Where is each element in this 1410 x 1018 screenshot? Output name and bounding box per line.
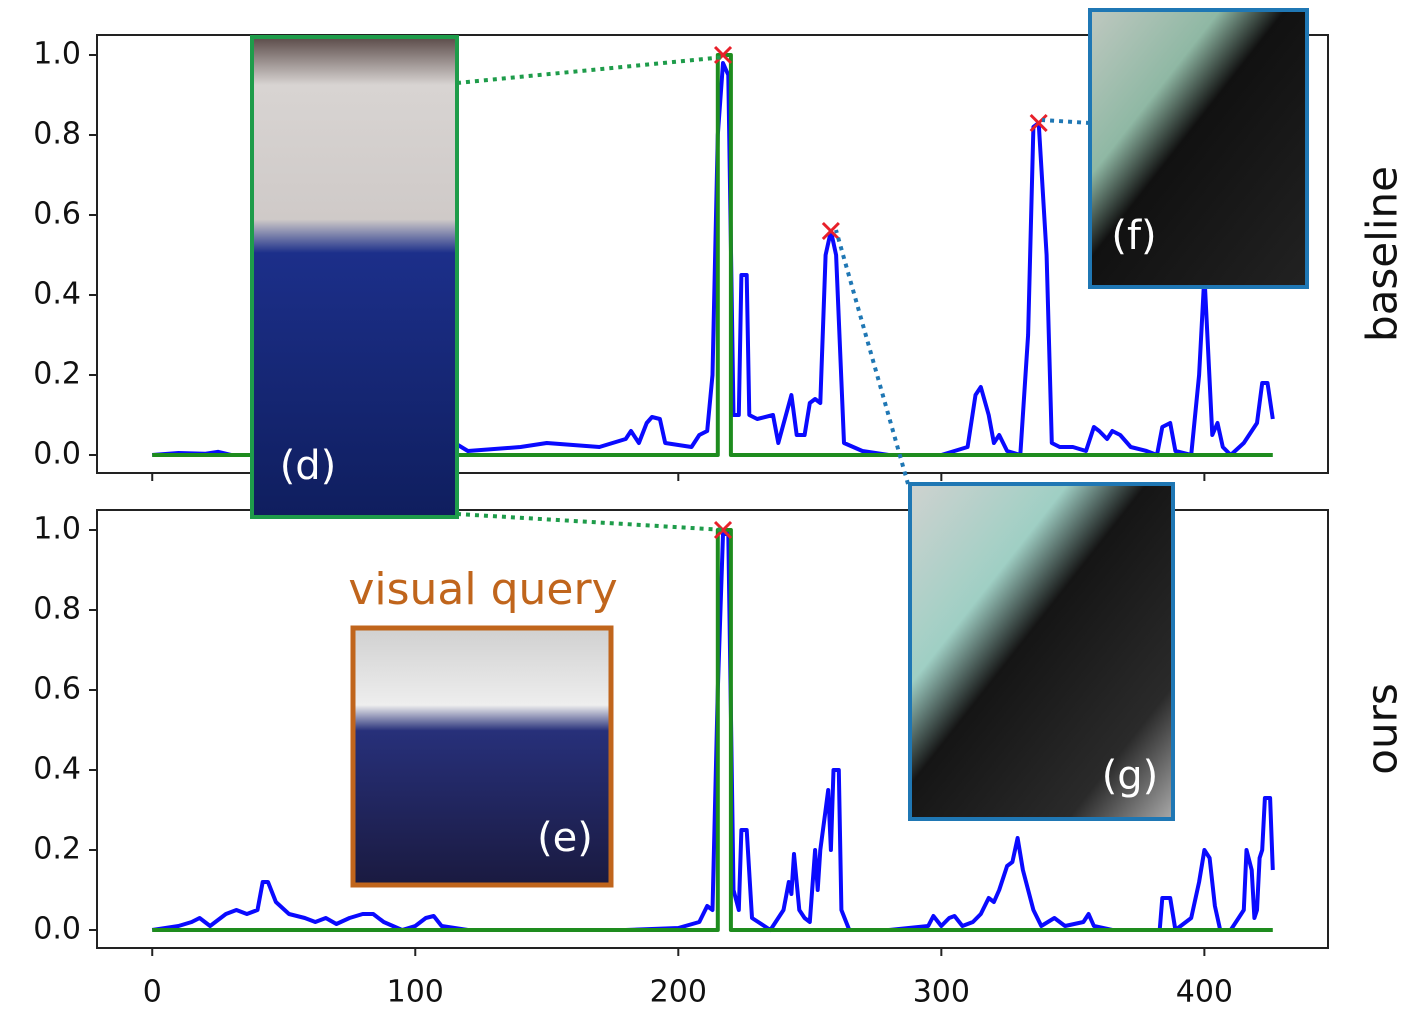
peak-marker (1029, 113, 1048, 133)
inset-label: (g) (1102, 753, 1159, 799)
inset-label: (d) (280, 443, 337, 489)
inset-d (250, 35, 459, 519)
y-tick-label: 0.4 (33, 277, 81, 312)
inset-g (908, 482, 1175, 821)
inset-label: (e) (537, 815, 593, 861)
connector (456, 55, 726, 85)
data-line (151, 532, 1275, 932)
plots: 0.0 0.2 0.4 0.6 0.8 1.0 baseline 0.0 0.2 0.4 0.6 0.… (33, 34, 1407, 1010)
y-tick-label: 0.2 (33, 832, 81, 867)
y-tick-label: 0.0 (33, 437, 81, 472)
x-tick-label: 200 (650, 975, 707, 1010)
connector (456, 512, 726, 532)
side-label: baseline (1358, 166, 1407, 342)
y-tick-label: 0.2 (33, 357, 81, 392)
peak-marker (713, 520, 733, 540)
inset-e (350, 625, 614, 888)
y-tick-label: 0.8 (33, 592, 81, 627)
x-tick-label: 0 (143, 975, 162, 1010)
y-tick-label: 0.6 (33, 672, 81, 707)
connector (1041, 118, 1091, 125)
inset-f (1088, 8, 1309, 289)
y-tick-label: 1.0 (33, 512, 81, 547)
axes-frame (96, 509, 1329, 949)
data-line (152, 61, 1275, 457)
x-tick-label: 300 (913, 975, 970, 1010)
y-tick-label: 1.0 (33, 37, 81, 72)
y-tick-label: 0.6 (33, 197, 81, 232)
side-label: ours (1358, 683, 1407, 774)
x-tick-label: 400 (1176, 975, 1233, 1010)
y-tick-label: 0.0 (33, 912, 81, 947)
inset-label: (f) (1111, 213, 1156, 259)
peak-marker (713, 45, 733, 65)
axes-frame (96, 34, 1329, 474)
insets: (d) (f) (g) visual query (e) (250, 8, 1309, 888)
y-tick-label: 0.4 (33, 752, 81, 787)
annotation: visual query (348, 564, 617, 615)
y-tick-label: 0.8 (33, 117, 81, 152)
x-tick-label: 100 (387, 975, 444, 1010)
peak-marker (821, 221, 840, 241)
